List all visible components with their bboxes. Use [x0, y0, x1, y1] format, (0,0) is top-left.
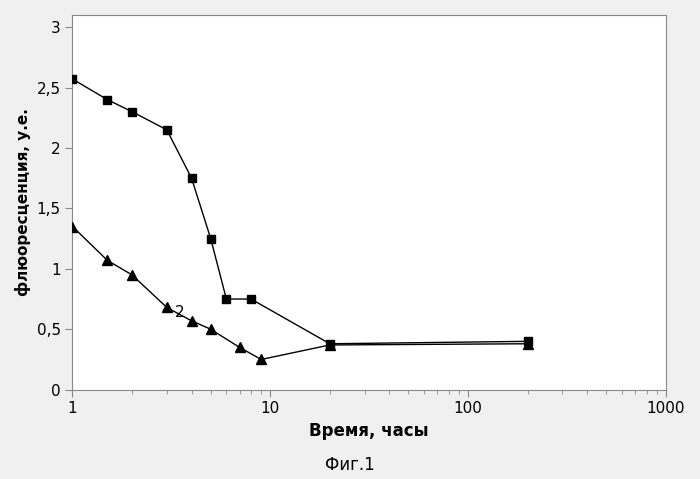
Text: 2: 2 [175, 305, 185, 320]
Y-axis label: флюоресценция, у.е.: флюоресценция, у.е. [15, 108, 31, 297]
Text: Фиг.1: Фиг.1 [325, 456, 375, 474]
X-axis label: Время, часы: Время, часы [309, 422, 429, 440]
